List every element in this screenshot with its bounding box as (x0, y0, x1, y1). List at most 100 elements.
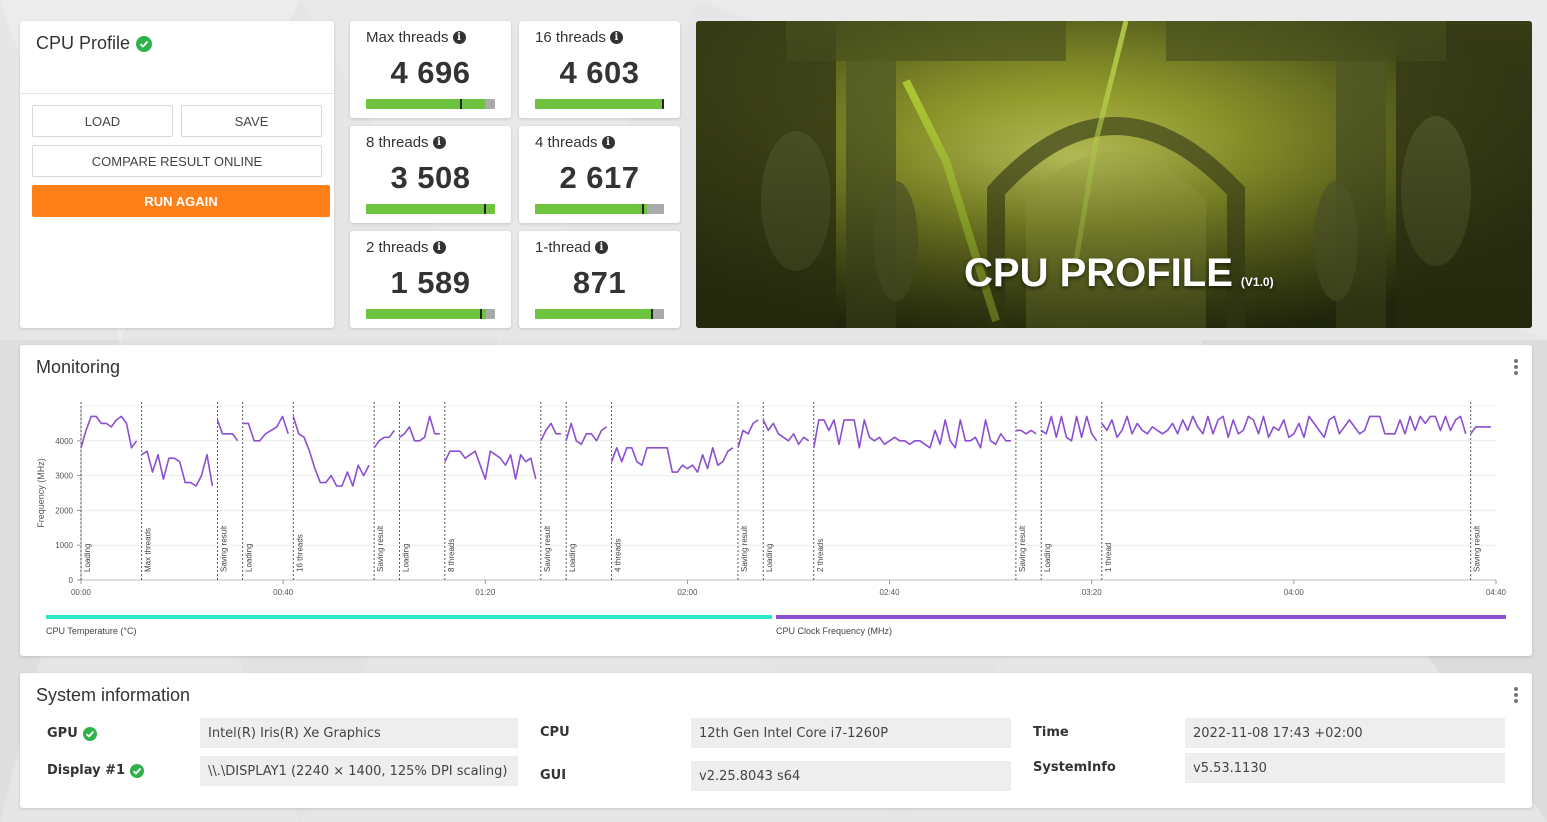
score-tile-label: 2 threads i (366, 239, 446, 256)
score-value: 3 508 (390, 160, 471, 195)
phase-marker-label: Loading (568, 544, 577, 572)
x-tick-label: 02:00 (677, 588, 698, 597)
frequency-series-segment (610, 447, 734, 473)
compare-result-online-button[interactable]: COMPARE RESULT ONLINE (32, 145, 322, 177)
info-icon[interactable]: i (452, 31, 466, 44)
y-tick-label: 3000 (55, 472, 73, 481)
banner-title-text: CPU PROFILE (964, 251, 1233, 295)
score-tile-label: Max threads i (366, 29, 466, 46)
frequency-series-segment (398, 415, 440, 442)
check-icon (130, 763, 145, 778)
gui-value: v2.25.8043 s64 (691, 761, 1011, 791)
display-label-text: Display #1 (47, 763, 126, 778)
frequency-series-segment (242, 415, 289, 442)
score-bar (366, 309, 495, 319)
phase-marker-label: Max threads (144, 528, 153, 572)
run-again-button[interactable]: RUN AGAIN (32, 185, 330, 217)
x-tick-label: 00:40 (273, 588, 294, 597)
score-bar (535, 99, 664, 109)
display-value: \\.\DISPLAY1 (2240 × 1400, 125% DPI scal… (200, 756, 518, 786)
more-options-icon[interactable] (1514, 687, 1518, 705)
info-icon[interactable]: i (609, 31, 623, 44)
legend-temperature-label: CPU Temperature (°C) (46, 626, 137, 636)
gui-label: GUI (540, 768, 567, 783)
frequency-series-segment (1040, 415, 1098, 442)
x-tick-label: 04:00 (1284, 588, 1305, 597)
frequency-series-segment (1470, 426, 1491, 435)
divider (20, 93, 334, 94)
frequency-series-segment (540, 422, 562, 442)
frequency-series-segment (444, 450, 537, 480)
score-bar-marker (483, 204, 486, 214)
y-axis-label: Frequency (MHz) (36, 458, 46, 528)
score-bar-fill (535, 309, 652, 319)
score-bar-marker (460, 99, 463, 109)
legend-frequency-label: CPU Clock Frequency (MHz) (776, 626, 893, 636)
score-value: 1 589 (390, 265, 471, 300)
score-tile-label-text: 8 threads (366, 134, 429, 151)
phase-marker-label: Saving result (1018, 525, 1027, 572)
frequency-series-segment (762, 419, 810, 446)
monitoring-title: Monitoring (36, 357, 121, 377)
score-tile-label-text: 2 threads (366, 239, 429, 256)
phase-marker-label: 8 threads (447, 539, 456, 572)
gpu-value: Intel(R) Iris(R) Xe Graphics (200, 718, 518, 748)
x-tick-label: 02:40 (880, 588, 901, 597)
time-value: 2022-11-08 17:43 +02:00 (1185, 718, 1505, 748)
frequency-series-segment (373, 429, 395, 449)
time-label: Time (1033, 725, 1069, 740)
load-button[interactable]: LOAD (32, 105, 173, 137)
legend-frequency-line (776, 615, 1506, 619)
score-tile-label-text: 4 threads (535, 134, 598, 151)
score-bar-marker (642, 204, 645, 214)
y-tick-label: 0 (69, 576, 74, 585)
score-bar-marker (661, 99, 664, 109)
y-tick-label: 4000 (55, 437, 73, 446)
score-value: 4 696 (390, 55, 471, 90)
profile-title: CPU Profile (36, 33, 153, 54)
info-icon[interactable]: i (432, 136, 446, 149)
phase-marker-label: 4 threads (614, 539, 623, 572)
y-tick-label: 2000 (55, 506, 73, 515)
phase-marker-label: Saving result (376, 525, 385, 572)
legend-temperature-line (46, 615, 772, 619)
phase-marker-label: Loading (1043, 544, 1052, 572)
save-button[interactable]: SAVE (181, 105, 322, 137)
benchmark-banner: CPU PROFILE (V1.0) (696, 21, 1532, 328)
phase-marker-label: Saving result (543, 525, 552, 572)
phase-marker-label: Saving result (219, 525, 228, 572)
check-icon (136, 35, 153, 52)
more-options-icon[interactable] (1514, 359, 1518, 377)
frequency-series-segment (737, 419, 759, 449)
cpu-value: 12th Gen Intel Core i7-1260P (691, 718, 1011, 748)
monitoring-card: Monitoring 0 1000 2000 3000 4000 Frequency (M… (20, 345, 1532, 656)
score-tile: 2 threads i 1 589 (350, 231, 511, 328)
profile-card: CPU Profile LOAD SAVE COMPARE RESULT ONL… (20, 21, 334, 328)
info-icon[interactable]: i (594, 241, 608, 254)
system-information-card: System information GPU Intel(R) Iris(R) … (20, 673, 1532, 808)
info-icon[interactable]: i (432, 241, 446, 254)
score-bar (366, 99, 495, 109)
frequency-series-segment (216, 419, 239, 442)
frequency-series-segment (141, 450, 214, 487)
phase-marker-label: Loading (245, 544, 254, 572)
x-tick-label: 03:20 (1082, 588, 1103, 597)
score-tile: 16 threads i 4 603 (519, 21, 680, 118)
frequency-series-segment (292, 416, 370, 487)
display-label: Display #1 (47, 763, 145, 778)
score-value: 4 603 (559, 55, 640, 90)
score-value: 2 617 (559, 160, 640, 195)
profile-title-text: CPU Profile (36, 33, 131, 53)
score-tile: 1-thread i 871 (519, 231, 680, 328)
banner-title: CPU PROFILE (V1.0) (964, 251, 1274, 296)
score-bar-fill (535, 204, 648, 214)
gpu-label-text: GPU (47, 726, 78, 741)
score-tile: 8 threads i 3 508 (350, 126, 511, 223)
systeminfo-label: SystemInfo (1033, 760, 1116, 775)
frequency-series-segment (565, 422, 608, 446)
phase-marker-label: 1 thread (1104, 543, 1113, 572)
info-icon[interactable]: i (601, 136, 615, 149)
y-tick-label: 1000 (55, 541, 73, 550)
phase-marker-label: 16 threads (295, 534, 304, 572)
frequency-series-segment (1101, 415, 1467, 439)
